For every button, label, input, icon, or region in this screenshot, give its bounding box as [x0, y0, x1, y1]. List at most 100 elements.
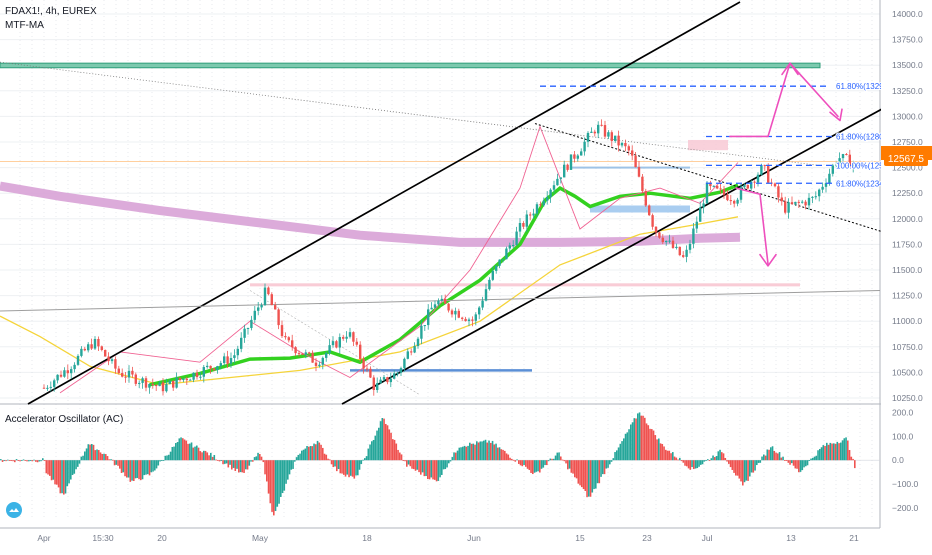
osc-bar [250, 460, 252, 462]
candle-up [206, 365, 209, 368]
candle-up [699, 207, 702, 222]
osc-bar [721, 452, 723, 461]
candle-down [114, 359, 117, 369]
osc-bar [395, 443, 398, 461]
osc-bar [775, 452, 777, 461]
osc-bar [432, 460, 434, 480]
osc-bar [486, 442, 489, 461]
osc-bar [131, 460, 133, 481]
osc-bar [362, 459, 364, 461]
candle-up [688, 243, 692, 250]
price-tick-label: 10500.0 [892, 367, 923, 377]
osc-bar [512, 459, 515, 461]
candle-down [185, 378, 188, 381]
osc-bar [726, 460, 728, 462]
osc-bar [423, 460, 426, 477]
ma-pink-long [0, 181, 741, 247]
osc-bar [801, 460, 804, 471]
oscillator-legend[interactable]: Accelerator Oscillator (AC) [5, 414, 124, 425]
price-tick-label: 12750.0 [892, 137, 923, 147]
osc-bar [551, 458, 553, 461]
price-tick-label: 10750.0 [892, 342, 923, 352]
osc-bar [215, 459, 217, 461]
osc-bar [700, 460, 702, 465]
candle-up [223, 356, 226, 364]
candle-up [559, 177, 562, 179]
osc-bar [451, 457, 454, 461]
candle-down [117, 368, 120, 374]
price-tick-label: 11250.0 [892, 291, 922, 301]
candle-down [144, 378, 148, 388]
price-tick-label: 13500.0 [892, 60, 923, 70]
osc-bar [640, 415, 643, 461]
osc-bar [444, 460, 447, 470]
price-tick-label: 11500.0 [892, 265, 922, 275]
osc-bar [7, 459, 9, 461]
candle-down [314, 362, 318, 366]
candle-up [199, 376, 202, 378]
ma-layer [0, 125, 741, 394]
candle-up [512, 245, 515, 247]
osc-bar [252, 460, 254, 462]
osc-bar [712, 455, 714, 461]
osc-bar [197, 447, 200, 461]
osc-bar [637, 413, 639, 461]
osc-bar [829, 442, 832, 461]
osc-bar [183, 439, 186, 461]
candle-up [525, 214, 528, 227]
candle-up [127, 370, 131, 378]
osc-bar [754, 460, 756, 471]
candle-down [845, 154, 848, 156]
osc-bar [595, 460, 597, 489]
candle-up [695, 221, 698, 229]
osc-bar [483, 440, 485, 461]
osc-bar [614, 452, 616, 461]
arrow-head-up-icon [781, 62, 799, 76]
candle-down [83, 348, 86, 351]
lines-layer [0, 1, 894, 405]
osc-bar [840, 442, 842, 461]
osc-bar [101, 453, 104, 461]
brand-logo-icon[interactable] [6, 502, 22, 518]
time-tick-label: Jul [702, 533, 713, 543]
price-tick-label: 13000.0 [892, 111, 923, 121]
candle-down [753, 181, 756, 183]
candle-down [767, 165, 770, 183]
osc-bar [390, 432, 392, 461]
osc-bar [717, 451, 720, 461]
fib-level-label: 61.80%(12804.0) [836, 132, 898, 141]
osc-bar [49, 460, 51, 476]
osc-bar [747, 460, 749, 481]
osc-bar [201, 452, 203, 461]
candle-up [430, 307, 433, 310]
osc-bar [309, 446, 312, 461]
candle-down [209, 365, 212, 369]
osc-bar [684, 460, 686, 466]
candle-up [814, 196, 817, 198]
indicator-legend[interactable]: MTF-MA [5, 20, 44, 31]
candle-up [563, 164, 566, 178]
osc-bar [257, 452, 259, 461]
osc-bar [707, 459, 709, 461]
candle-up [692, 228, 695, 244]
osc-bar [302, 449, 305, 461]
symbol-legend[interactable]: FDAX1!, 4h, EUREX [5, 6, 97, 17]
candle-up [403, 358, 406, 369]
candle-up [807, 197, 811, 206]
candle-down [603, 125, 607, 137]
osc-bar [392, 439, 394, 461]
osc-bar [458, 447, 461, 461]
osc-bar [61, 460, 63, 494]
candle-down [600, 124, 603, 126]
osc-bar [313, 443, 315, 461]
arrow-head-down-icon [759, 253, 777, 267]
candle-up [158, 382, 161, 387]
osc-bar [756, 460, 758, 466]
candle-down [294, 347, 297, 354]
candle-down [359, 344, 362, 359]
osc-bar [495, 443, 497, 461]
candle-down [284, 336, 287, 338]
osc-bar [80, 456, 83, 461]
osc-bar [327, 458, 329, 461]
